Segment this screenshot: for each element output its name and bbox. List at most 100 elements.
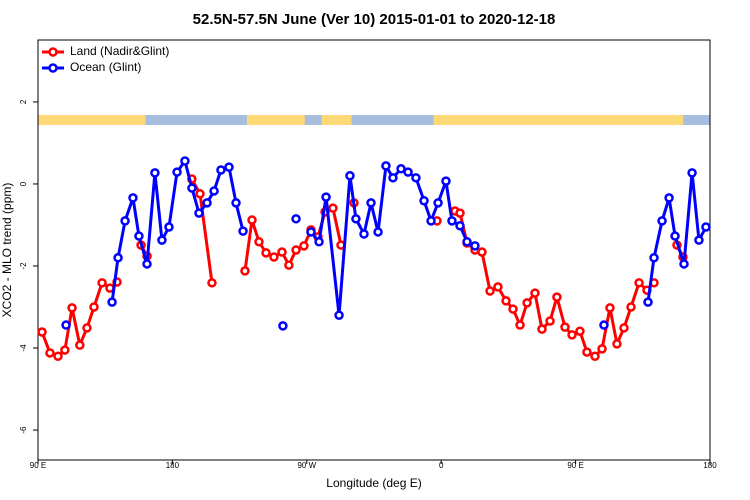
- data-point: [485, 286, 495, 296]
- data-point: [470, 241, 480, 251]
- data-point: [202, 198, 212, 208]
- data-point: [599, 320, 609, 330]
- data-point: [626, 302, 636, 312]
- data-point: [657, 216, 667, 226]
- x-tick-label: 90 W: [297, 461, 316, 470]
- land-strip: [433, 115, 684, 125]
- data-point: [597, 344, 607, 354]
- data-point: [207, 278, 217, 288]
- legend-label: Land (Nadir&Glint): [70, 44, 169, 58]
- data-point: [575, 326, 585, 336]
- land-strip: [321, 115, 352, 125]
- data-point: [455, 208, 465, 218]
- data-point: [37, 327, 47, 337]
- data-point: [381, 161, 391, 171]
- data-point: [120, 216, 130, 226]
- data-point: [172, 167, 182, 177]
- data-point: [643, 297, 653, 307]
- data-point: [441, 176, 451, 186]
- land-strip: [38, 115, 146, 125]
- data-point: [328, 203, 338, 213]
- data-point: [195, 189, 205, 199]
- data-point: [679, 259, 689, 269]
- data-point: [612, 339, 622, 349]
- data-point: [45, 348, 55, 358]
- data-point: [67, 303, 77, 313]
- data-point: [82, 323, 92, 333]
- data-point: [359, 229, 369, 239]
- data-point: [462, 237, 472, 247]
- data-point: [590, 351, 600, 361]
- data-point: [113, 253, 123, 263]
- data-point: [373, 227, 383, 237]
- data-point: [89, 302, 99, 312]
- legend-marker: [48, 63, 58, 73]
- data-point: [240, 266, 250, 276]
- ocean-strip: [38, 115, 710, 125]
- data-point: [351, 214, 361, 224]
- data-point: [388, 173, 398, 183]
- data-point: [552, 292, 562, 302]
- data-point: [187, 183, 197, 193]
- data-point: [537, 324, 547, 334]
- data-point: [231, 198, 241, 208]
- data-point: [97, 278, 107, 288]
- data-point: [605, 303, 615, 313]
- data-point: [75, 340, 85, 350]
- data-point: [403, 167, 413, 177]
- data-point: [284, 260, 294, 270]
- x-tick-label: 0: [439, 461, 444, 470]
- x-axis-label: Longitude (deg E): [326, 476, 421, 490]
- data-point: [247, 215, 257, 225]
- data-point: [291, 245, 301, 255]
- data-point: [366, 198, 376, 208]
- data-point: [209, 186, 219, 196]
- data-point: [128, 193, 138, 203]
- series-line: [40, 178, 685, 358]
- data-point: [522, 298, 532, 308]
- data-point: [649, 253, 659, 263]
- y-tick-label: 0: [19, 181, 28, 186]
- data-point: [60, 345, 70, 355]
- chart-title: 52.5N-57.5N June (Ver 10) 2015-01-01 to …: [193, 11, 556, 28]
- data-point: [411, 173, 421, 183]
- data-point: [53, 351, 63, 361]
- land-strip: [247, 115, 305, 125]
- y-tick-label: -4: [19, 344, 28, 352]
- data-point: [567, 330, 577, 340]
- data-point: [530, 288, 540, 298]
- data-point: [142, 259, 152, 269]
- data-point: [664, 193, 674, 203]
- data-point: [61, 320, 71, 330]
- data-point: [701, 222, 711, 232]
- data-point: [694, 235, 704, 245]
- x-tick-label: 90 E: [567, 461, 583, 470]
- data-point: [426, 216, 436, 226]
- data-point: [321, 192, 331, 202]
- y-tick-label: 2: [19, 99, 28, 104]
- data-point: [493, 282, 503, 292]
- data-point: [261, 248, 271, 258]
- data-point: [194, 208, 204, 218]
- data-point: [501, 296, 511, 306]
- data-point: [508, 304, 518, 314]
- x-tick-label: 180: [703, 461, 717, 470]
- data-point: [396, 164, 406, 174]
- data-point: [560, 322, 570, 332]
- y-tick-label: -6: [19, 426, 28, 434]
- data-point: [164, 222, 174, 232]
- data-point: [238, 226, 248, 236]
- data-point: [134, 231, 144, 241]
- data-point: [216, 165, 226, 175]
- data-point: [277, 247, 287, 257]
- y-tick-label: -2: [19, 262, 28, 270]
- x-tick-label: 90 E: [30, 461, 46, 470]
- data-point: [107, 297, 117, 307]
- x-tick-label: 180: [166, 461, 180, 470]
- data-point: [306, 227, 316, 237]
- data-point: [670, 231, 680, 241]
- data-point: [515, 320, 525, 330]
- data-point: [334, 310, 344, 320]
- data-point: [269, 252, 279, 262]
- data-point: [224, 162, 234, 172]
